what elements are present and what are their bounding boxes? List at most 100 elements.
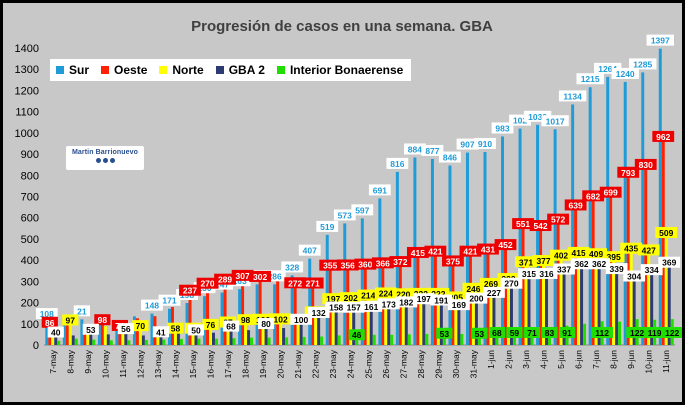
data-label-norte: 214 bbox=[361, 291, 375, 301]
x-tick-label: 17-may bbox=[223, 349, 233, 378]
bar-norte bbox=[209, 328, 213, 345]
data-label-box-sur bbox=[421, 144, 444, 156]
data-label-box-sur bbox=[646, 34, 674, 46]
x-tick-label: 11-jun bbox=[661, 350, 671, 373]
data-label-interior-bonaerense: 71 bbox=[527, 328, 537, 338]
data-label-box-sur bbox=[351, 204, 374, 216]
data-label-norte: 509 bbox=[659, 228, 673, 238]
data-label-box-sur bbox=[403, 143, 426, 155]
data-label-box-norte bbox=[637, 244, 660, 256]
bar-oeste bbox=[504, 249, 507, 345]
bar-norte bbox=[331, 303, 335, 345]
bar-gba-2 bbox=[597, 268, 601, 345]
bar-interior-bonaerense bbox=[407, 334, 411, 345]
data-label-box-oeste bbox=[582, 190, 605, 202]
data-label-oeste: 302 bbox=[253, 272, 267, 282]
bar-oeste bbox=[241, 279, 245, 345]
data-label-box-gba-2 bbox=[395, 296, 418, 308]
data-label-box-gba-2 bbox=[360, 300, 383, 312]
x-tick-label: 6-jun bbox=[574, 350, 584, 369]
x-tick-label: 13-may bbox=[153, 349, 163, 378]
x-tick-label: 9-may bbox=[83, 349, 93, 373]
data-label-gba-2: 100 bbox=[294, 315, 308, 325]
bar-norte bbox=[612, 261, 616, 345]
y-tick-label: 1200 bbox=[15, 85, 39, 97]
bar-norte bbox=[138, 330, 142, 345]
bar-oeste bbox=[65, 325, 69, 345]
x-tick-label: 7-may bbox=[48, 349, 58, 373]
chart-panel: Progresión de casos en una semana. GBA 0 1… bbox=[3, 3, 682, 402]
bar-interior-bonaerense bbox=[109, 340, 113, 345]
data-label-gba-2: 316 bbox=[539, 269, 553, 279]
facebook-icon bbox=[95, 158, 101, 163]
data-label-gba-2: 157 bbox=[347, 303, 361, 313]
data-label-norte: 427 bbox=[642, 245, 656, 255]
data-label-sur: 691 bbox=[373, 185, 387, 195]
x-tick-label: 19-may bbox=[258, 349, 268, 378]
legend-swatch-interior bbox=[276, 66, 285, 74]
data-label-oeste: 366 bbox=[376, 258, 390, 268]
data-label-box-oeste bbox=[564, 199, 587, 211]
data-label-box-norte bbox=[62, 314, 79, 326]
data-label-box-oeste bbox=[406, 246, 429, 258]
data-label-interior-bonaerense: 122 bbox=[630, 328, 644, 338]
data-label-box-sur bbox=[316, 220, 339, 232]
bar-interior-bonaerense bbox=[618, 321, 622, 345]
twitter-icon bbox=[102, 158, 108, 163]
data-label-box-sur bbox=[281, 261, 304, 273]
legend-swatch-gba2 bbox=[215, 66, 224, 74]
x-tick-label: 11-may bbox=[118, 349, 128, 377]
data-label-sur: 910 bbox=[478, 139, 492, 149]
data-label-box-gba-2 bbox=[658, 256, 681, 268]
legend-label-sur: Sur bbox=[69, 63, 90, 77]
data-label-norte: 222 bbox=[431, 289, 445, 299]
data-label-oeste: 272 bbox=[288, 278, 302, 288]
bar-norte bbox=[226, 326, 230, 345]
data-label-box-interior-bonaerense bbox=[348, 329, 365, 341]
data-label-oeste: 421 bbox=[428, 247, 442, 257]
data-label-box-oeste bbox=[336, 259, 359, 271]
x-tick-label: 31-may bbox=[468, 349, 478, 378]
bar-norte bbox=[314, 316, 318, 345]
y-tick-label: 0 bbox=[33, 340, 39, 352]
data-label-box-interior-bonaerense bbox=[506, 327, 523, 338]
data-label-box-gba-2 bbox=[447, 299, 470, 311]
data-label-gba-2: 158 bbox=[329, 302, 343, 312]
data-label-sur: 1038 bbox=[528, 112, 547, 122]
bar-norte bbox=[296, 319, 300, 345]
bar-gba-2 bbox=[282, 328, 286, 345]
bar-sur bbox=[658, 48, 662, 346]
bar-interior-bonaerense bbox=[320, 336, 324, 345]
data-label-gba-2: 41 bbox=[156, 327, 166, 337]
data-label-gba-2: 304 bbox=[627, 272, 641, 282]
bar-gba-2 bbox=[159, 336, 163, 345]
bar-interior-bonaerense bbox=[302, 336, 306, 345]
data-label-norte: 269 bbox=[484, 279, 498, 289]
bar-norte bbox=[401, 298, 405, 345]
bar-sur bbox=[360, 218, 364, 345]
data-label-box-sur bbox=[141, 299, 163, 311]
data-label-gba-2: 56 bbox=[121, 324, 131, 334]
bar-sur bbox=[571, 104, 575, 346]
bar-gba-2 bbox=[299, 323, 303, 345]
data-label-box-interior-bonaerense bbox=[523, 327, 541, 338]
bar-norte bbox=[191, 332, 195, 345]
data-label-oeste: 372 bbox=[393, 257, 407, 267]
data-label-box-sur bbox=[368, 184, 391, 196]
data-label-gba-2: 68 bbox=[226, 322, 236, 332]
data-label-box-gba-2 bbox=[623, 270, 646, 282]
data-label-box-interior-bonaerense bbox=[626, 327, 649, 338]
data-label-oeste: 86 bbox=[45, 318, 55, 328]
data-label-norte: 70 bbox=[136, 321, 146, 331]
bar-sur bbox=[343, 223, 347, 345]
bar-sur bbox=[588, 87, 592, 345]
bar-sur bbox=[62, 324, 66, 345]
bar-gba-2 bbox=[457, 309, 461, 345]
x-tick-label: 10-jun bbox=[644, 350, 654, 374]
data-label-gba-2: 315 bbox=[522, 269, 536, 279]
bar-interior-bonaerense bbox=[232, 338, 236, 345]
bar-oeste bbox=[626, 176, 630, 345]
data-label-oeste: 542 bbox=[533, 221, 547, 231]
bar-interior-bonaerense bbox=[92, 339, 96, 345]
data-label-box-oeste bbox=[494, 239, 517, 251]
